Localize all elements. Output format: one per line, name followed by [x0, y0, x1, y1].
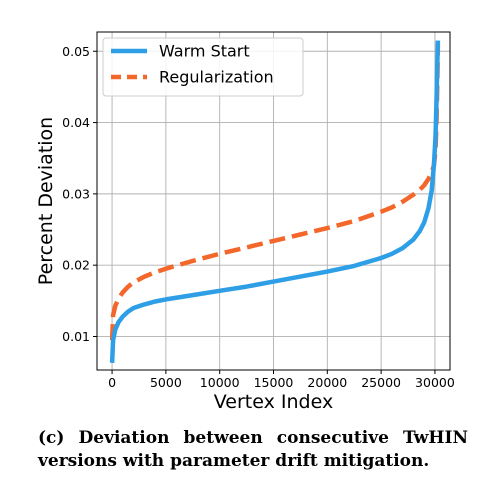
x-tick-label: 20000	[307, 375, 347, 390]
legend-label-warm-start: Warm Start	[159, 42, 250, 61]
y-tick-label: 0.03	[62, 186, 90, 201]
x-axis-title: Vertex Index	[214, 391, 333, 413]
series-line-warm-start	[109, 40, 441, 363]
legend-label-regularization: Regularization	[159, 68, 274, 87]
y-tick-label: 0.05	[62, 44, 90, 59]
x-tick-label: 15000	[254, 375, 294, 390]
y-tick-label: 0.02	[62, 258, 90, 273]
axis-ticks: 0 5000 10000 15000 20000 25000 30000 0.01 0.02 0.…	[62, 44, 455, 390]
series-lines	[109, 40, 441, 363]
y-axis-title: Percent Deviation	[35, 117, 57, 285]
legend: Warm Start Regularization	[102, 37, 304, 97]
x-tick-label: 25000	[361, 375, 401, 390]
line-chart: 0 5000 10000 15000 20000 25000 30000 0.01 0.02 0.…	[35, 31, 455, 413]
x-tick-label: 30000	[415, 375, 455, 390]
figure-caption: (c) Deviation between consecutive TwHIN …	[38, 428, 468, 471]
x-tick-label: 10000	[200, 375, 240, 390]
y-tick-label: 0.04	[62, 115, 90, 130]
x-tick-label: 5000	[150, 375, 182, 390]
x-tick-label: 0	[108, 375, 116, 390]
legend-box	[102, 37, 304, 97]
y-tick-label: 0.01	[62, 329, 90, 344]
